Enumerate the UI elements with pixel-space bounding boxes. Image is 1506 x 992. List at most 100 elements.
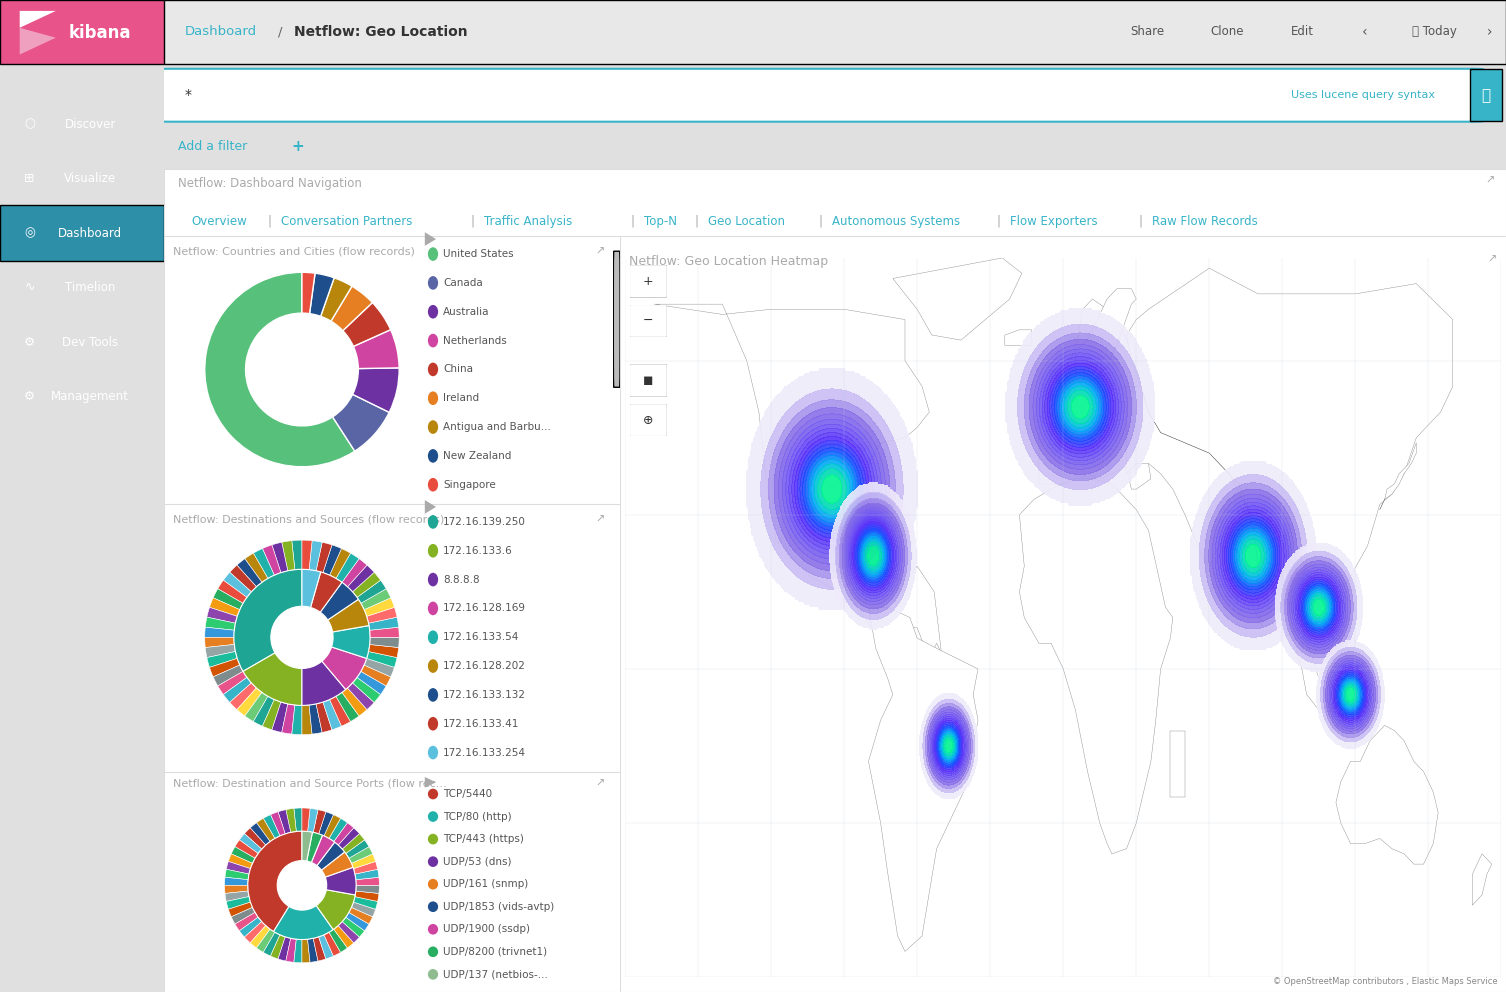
Wedge shape	[303, 807, 310, 831]
Wedge shape	[205, 638, 235, 648]
Text: TCP/5440: TCP/5440	[443, 789, 492, 799]
Wedge shape	[319, 811, 333, 836]
Text: Netflow: Geo Location: Netflow: Geo Location	[294, 25, 468, 39]
Wedge shape	[256, 930, 276, 952]
Circle shape	[428, 601, 438, 615]
Polygon shape	[1020, 479, 1173, 854]
Wedge shape	[355, 891, 380, 902]
Wedge shape	[301, 939, 310, 962]
FancyBboxPatch shape	[164, 236, 623, 504]
Text: © OpenStreetMap contributors , Elastic Maps Service: © OpenStreetMap contributors , Elastic M…	[1273, 977, 1497, 986]
Wedge shape	[226, 897, 250, 910]
FancyBboxPatch shape	[164, 772, 623, 992]
Wedge shape	[292, 540, 301, 569]
Text: Autonomous Systems: Autonomous Systems	[833, 214, 961, 228]
Circle shape	[428, 660, 438, 673]
Wedge shape	[319, 934, 333, 959]
Wedge shape	[294, 807, 301, 831]
Wedge shape	[236, 558, 262, 587]
Text: New Zealand: New Zealand	[443, 451, 512, 461]
Wedge shape	[352, 368, 399, 413]
Wedge shape	[303, 540, 312, 569]
Text: kibana: kibana	[69, 24, 131, 42]
Wedge shape	[233, 569, 301, 672]
Wedge shape	[366, 652, 398, 668]
Text: Share: Share	[1131, 25, 1164, 39]
Polygon shape	[1336, 725, 1438, 864]
FancyBboxPatch shape	[164, 169, 1506, 236]
Wedge shape	[214, 665, 242, 686]
Wedge shape	[316, 842, 345, 870]
Wedge shape	[286, 938, 297, 962]
Wedge shape	[331, 286, 372, 330]
Wedge shape	[346, 913, 369, 930]
Wedge shape	[354, 329, 399, 369]
Wedge shape	[224, 886, 248, 894]
Wedge shape	[292, 705, 301, 734]
Wedge shape	[355, 869, 380, 880]
Text: Overview: Overview	[191, 214, 247, 228]
Wedge shape	[339, 922, 360, 942]
Wedge shape	[245, 554, 268, 582]
Wedge shape	[307, 832, 322, 862]
Wedge shape	[334, 822, 354, 845]
Wedge shape	[336, 554, 358, 582]
Wedge shape	[316, 543, 331, 572]
Text: |: |	[268, 214, 271, 228]
Wedge shape	[303, 662, 346, 705]
Text: UDP/8200 (trivnet1): UDP/8200 (trivnet1)	[443, 946, 547, 957]
Wedge shape	[209, 659, 239, 677]
Wedge shape	[369, 627, 399, 638]
Text: |: |	[471, 214, 474, 228]
Wedge shape	[242, 653, 303, 705]
Wedge shape	[282, 541, 295, 570]
Wedge shape	[271, 811, 285, 836]
Wedge shape	[346, 840, 369, 858]
Circle shape	[428, 811, 438, 822]
Text: |: |	[631, 214, 634, 228]
Polygon shape	[1075, 289, 1136, 381]
Text: +: +	[292, 139, 304, 154]
Circle shape	[428, 572, 438, 586]
Text: |: |	[819, 214, 822, 228]
Polygon shape	[20, 11, 56, 28]
Wedge shape	[274, 906, 333, 939]
Polygon shape	[425, 500, 437, 514]
Wedge shape	[348, 682, 373, 709]
Text: ⚙: ⚙	[24, 390, 35, 404]
Wedge shape	[349, 847, 372, 863]
Text: 172.16.133.254: 172.16.133.254	[443, 748, 526, 758]
Polygon shape	[425, 777, 437, 788]
Wedge shape	[328, 930, 348, 952]
Wedge shape	[301, 569, 321, 607]
Wedge shape	[352, 678, 381, 702]
FancyBboxPatch shape	[1470, 69, 1501, 121]
Circle shape	[428, 688, 438, 701]
Wedge shape	[244, 922, 265, 942]
Wedge shape	[307, 938, 318, 962]
Wedge shape	[316, 890, 355, 930]
Text: Management: Management	[51, 390, 130, 404]
Wedge shape	[273, 702, 288, 732]
Text: China: China	[443, 364, 473, 374]
Text: ◼: ◼	[643, 374, 654, 387]
Wedge shape	[256, 818, 276, 841]
Wedge shape	[224, 891, 248, 902]
Wedge shape	[262, 545, 282, 575]
Text: Netflow: Destination and Source Ports (flow rec...: Netflow: Destination and Source Ports (f…	[173, 779, 447, 789]
Wedge shape	[330, 696, 351, 726]
Text: 172.16.128.169: 172.16.128.169	[443, 603, 526, 613]
Wedge shape	[342, 918, 364, 937]
Polygon shape	[1379, 442, 1416, 510]
Wedge shape	[206, 607, 238, 623]
Wedge shape	[282, 704, 295, 734]
Text: ○: ○	[24, 117, 35, 131]
Wedge shape	[354, 897, 378, 910]
Wedge shape	[235, 913, 258, 930]
FancyBboxPatch shape	[0, 205, 164, 261]
Wedge shape	[342, 687, 367, 716]
Text: +: +	[643, 275, 654, 288]
Wedge shape	[250, 926, 270, 948]
Wedge shape	[321, 582, 358, 620]
Wedge shape	[250, 822, 270, 845]
